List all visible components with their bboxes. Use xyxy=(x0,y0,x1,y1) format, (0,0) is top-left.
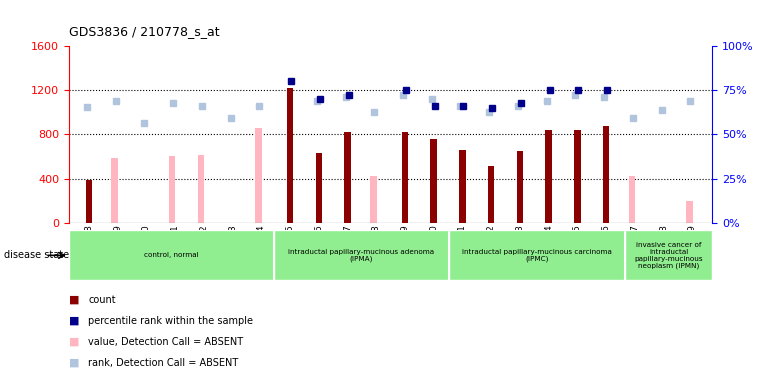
Text: intraductal papillary-mucinous carcinoma
(IPMC): intraductal papillary-mucinous carcinoma… xyxy=(462,248,612,262)
Bar xyxy=(516,151,523,223)
Text: rank, Detection Call = ABSENT: rank, Detection Call = ABSENT xyxy=(88,358,238,368)
Text: count: count xyxy=(88,295,116,305)
Bar xyxy=(430,139,437,223)
Bar xyxy=(629,176,635,223)
Bar xyxy=(344,132,351,223)
Bar xyxy=(459,150,466,223)
Bar xyxy=(112,157,118,223)
Bar xyxy=(273,230,449,280)
Text: ■: ■ xyxy=(69,295,80,305)
Text: GDS3836 / 210778_s_at: GDS3836 / 210778_s_at xyxy=(69,25,220,38)
Bar xyxy=(686,200,692,223)
Text: invasive cancer of
intraductal
papillary-mucinous
neoplasm (IPMN): invasive cancer of intraductal papillary… xyxy=(634,242,703,269)
Bar xyxy=(255,128,262,223)
Bar xyxy=(545,130,552,223)
Bar xyxy=(603,126,610,223)
Text: ■: ■ xyxy=(69,358,80,368)
Bar xyxy=(198,156,205,223)
Bar xyxy=(488,166,495,223)
Bar xyxy=(574,130,581,223)
Text: intraductal papillary-mucinous adenoma
(IPMA): intraductal papillary-mucinous adenoma (… xyxy=(288,248,434,262)
Bar xyxy=(370,176,377,223)
Bar xyxy=(401,132,408,223)
Text: disease state: disease state xyxy=(4,250,69,260)
Bar xyxy=(69,230,273,280)
Text: ■: ■ xyxy=(69,337,80,347)
Bar xyxy=(286,88,293,223)
Text: value, Detection Call = ABSENT: value, Detection Call = ABSENT xyxy=(88,337,244,347)
Text: ■: ■ xyxy=(69,316,80,326)
Bar xyxy=(86,180,93,223)
Bar xyxy=(169,157,175,223)
Text: control, normal: control, normal xyxy=(144,252,198,258)
Text: percentile rank within the sample: percentile rank within the sample xyxy=(88,316,253,326)
Bar xyxy=(449,230,624,280)
Bar xyxy=(316,153,322,223)
Bar xyxy=(624,230,712,280)
